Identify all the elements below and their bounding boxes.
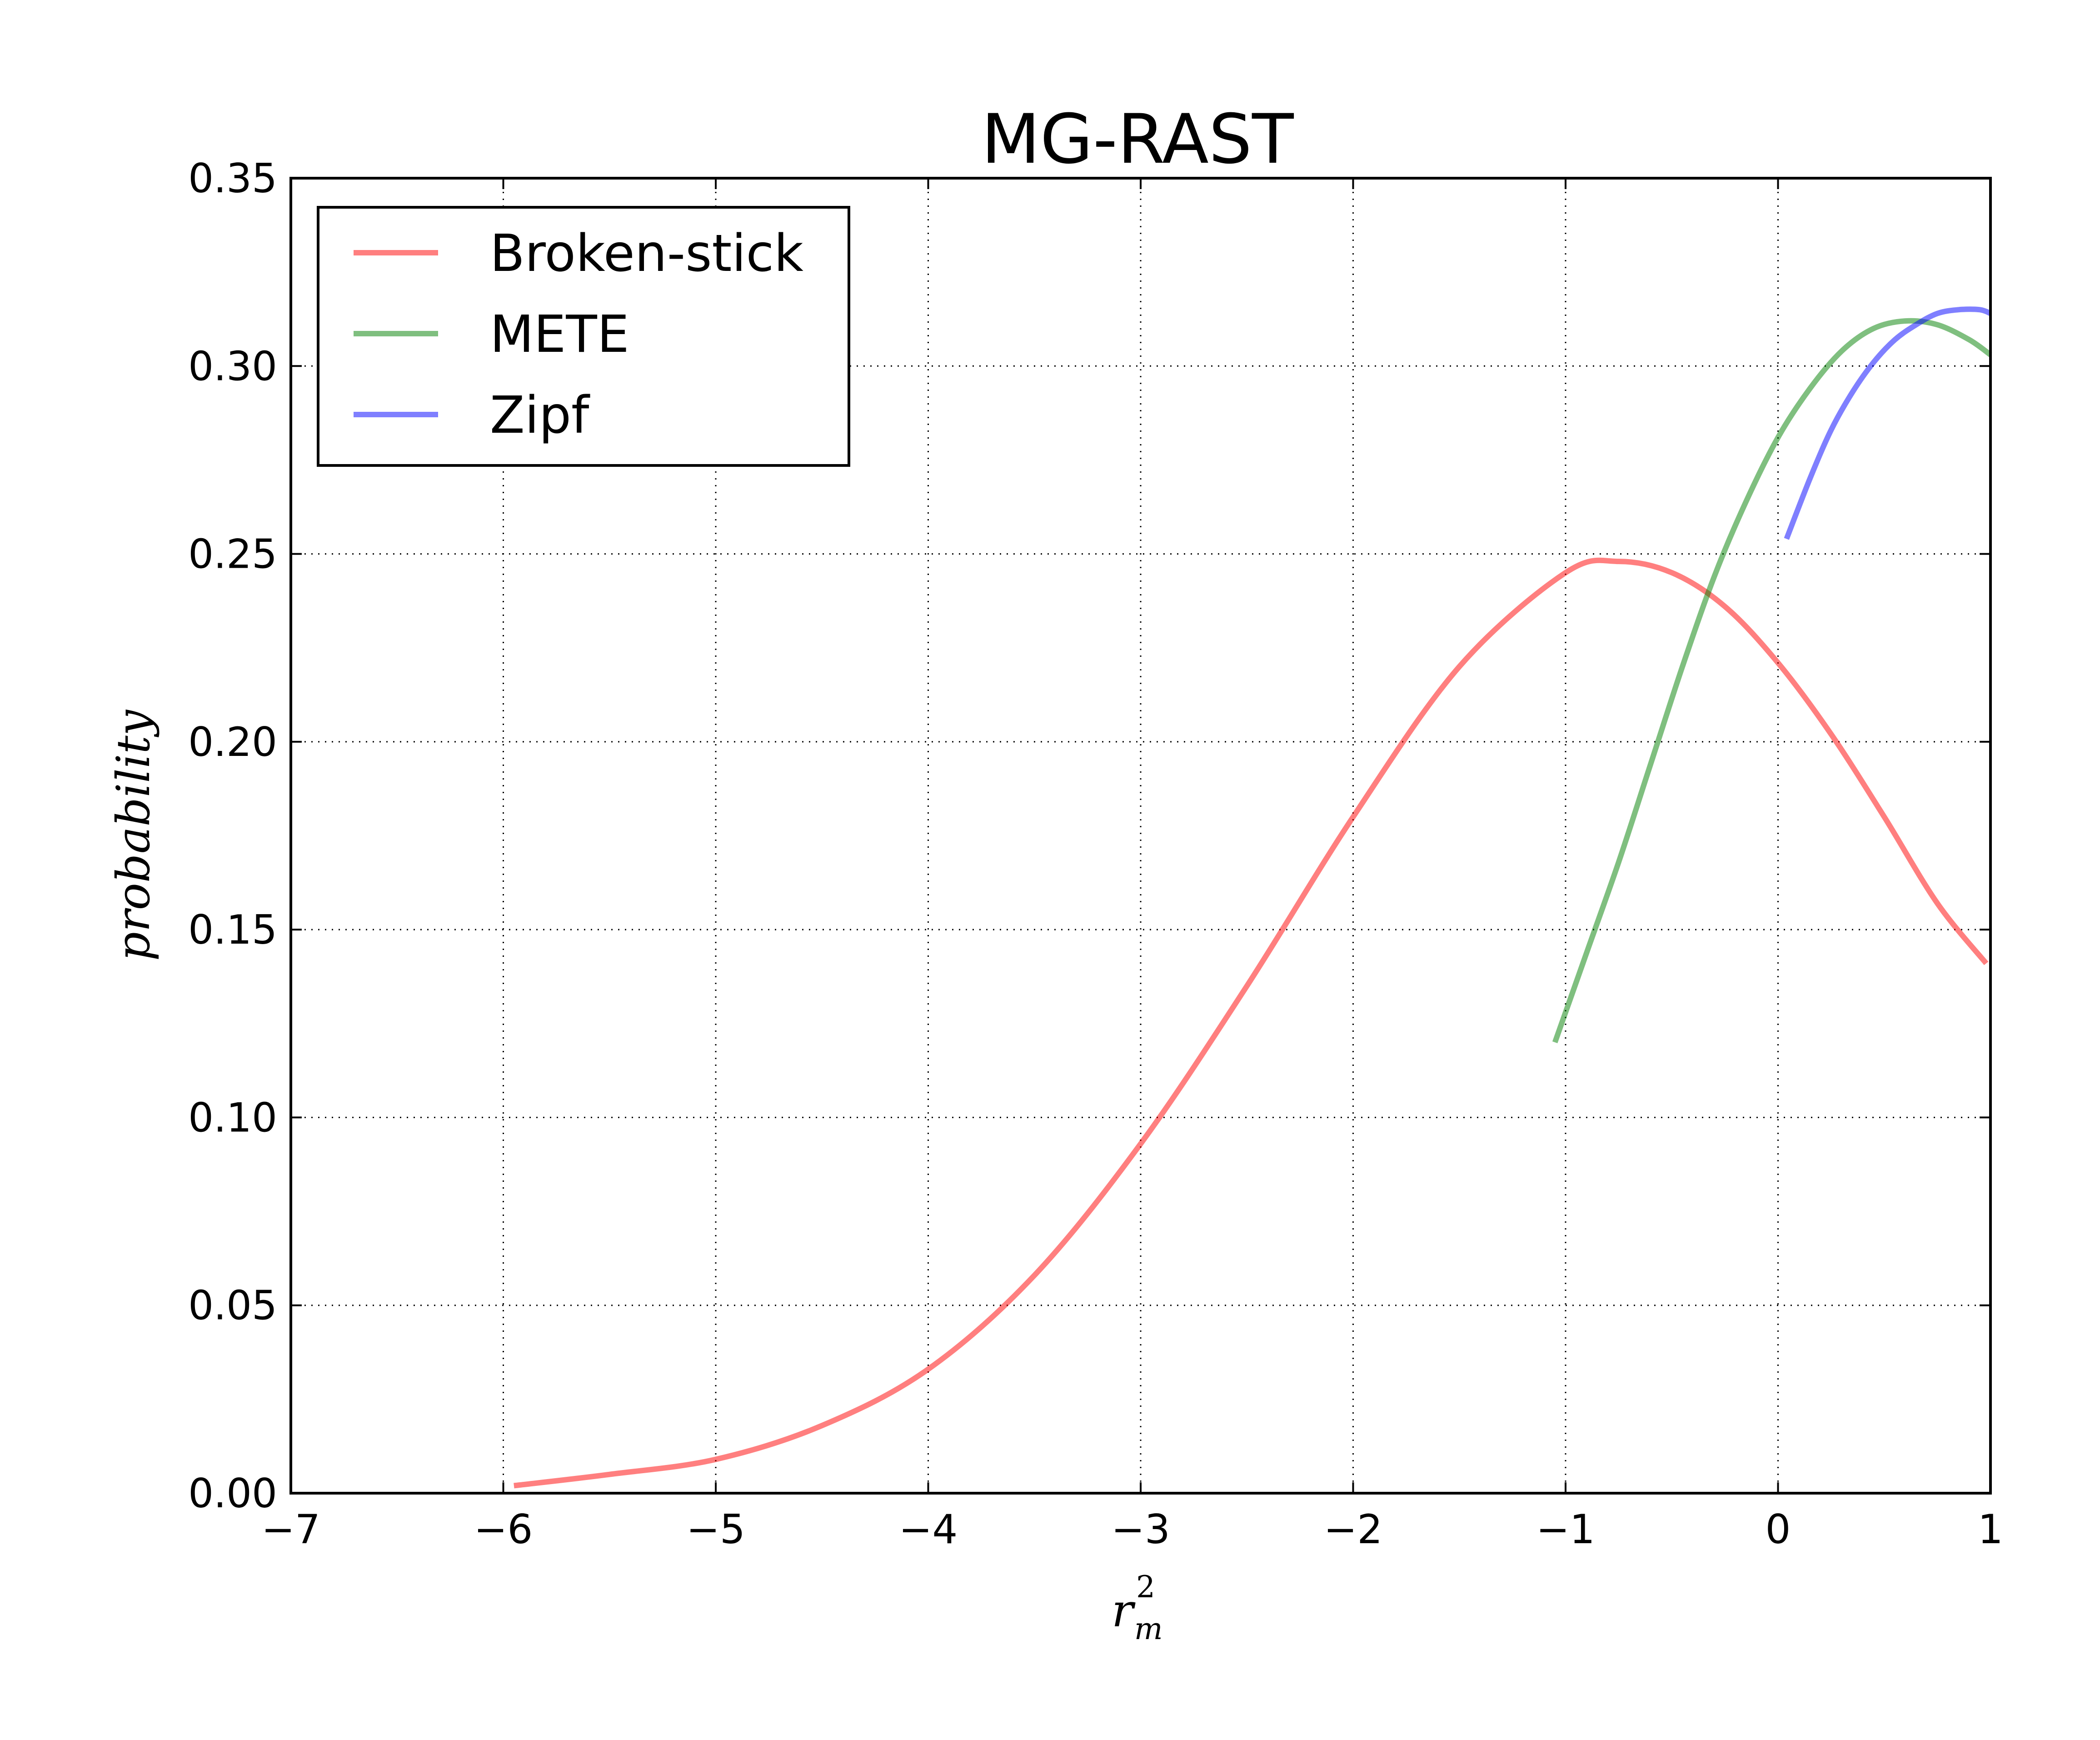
- y-axis-label-group: probability: [107, 709, 160, 961]
- x-axis-label-group: r 2 m: [1112, 1570, 1163, 1646]
- x-tick-label: −5: [686, 1506, 745, 1553]
- x-tick-label: 0: [1766, 1506, 1791, 1553]
- series-line-mete: [1552, 318, 1992, 1044]
- series-group: [514, 306, 1992, 1489]
- axis-ticks: −7 −6 −5 −4 −3 −2 −1 0 1 0.00 0.05 0.10 0.15 0.20 0.25…: [188, 155, 2003, 1553]
- y-tick-label: 0.15: [188, 906, 277, 953]
- y-tick-label: 0.00: [188, 1470, 277, 1517]
- x-tick-label: −6: [474, 1506, 533, 1553]
- x-tick-label: −7: [261, 1506, 320, 1553]
- x-tick-label: −1: [1536, 1506, 1595, 1553]
- x-axis-label-subscript: m: [1134, 1611, 1163, 1646]
- x-axis-label-superscript: 2: [1136, 1570, 1155, 1605]
- y-tick-label: 0.30: [188, 343, 277, 390]
- legend-label-broken-stick: Broken-stick: [490, 224, 803, 283]
- y-tick-label: 0.35: [188, 155, 277, 202]
- legend-label-zipf: Zipf: [490, 386, 590, 445]
- y-axis-label: probability: [107, 709, 160, 961]
- y-tick-label: 0.05: [188, 1282, 277, 1329]
- legend: Broken-stick METE Zipf: [317, 206, 850, 467]
- x-axis-label-base: r: [1112, 1584, 1136, 1637]
- x-tick-label: −2: [1324, 1506, 1383, 1553]
- y-tick-label: 0.10: [188, 1094, 277, 1141]
- x-tick-label: 1: [1978, 1506, 2003, 1553]
- y-tick-label: 0.20: [188, 719, 277, 765]
- series-line-broken-stick: [514, 557, 1989, 1489]
- chart-title: MG-RAST: [981, 100, 1294, 179]
- legend-label-mete: METE: [490, 305, 629, 364]
- series-line-zipf: [1784, 306, 1992, 540]
- x-tick-label: −3: [1111, 1506, 1170, 1553]
- x-tick-label: −4: [899, 1506, 958, 1553]
- y-tick-label: 0.25: [188, 531, 277, 578]
